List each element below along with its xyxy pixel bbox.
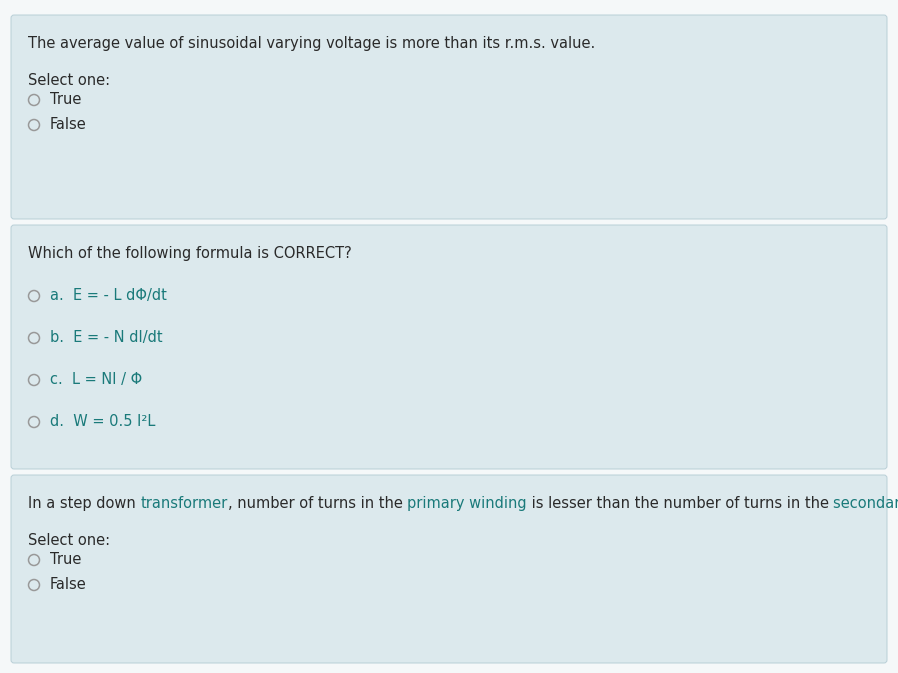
FancyBboxPatch shape — [11, 225, 887, 469]
Text: c.  L = NI / Φ: c. L = NI / Φ — [50, 372, 142, 387]
Text: True: True — [50, 552, 82, 567]
Text: Select one:: Select one: — [28, 533, 110, 548]
Text: In a step down: In a step down — [28, 496, 140, 511]
Text: False: False — [50, 117, 87, 132]
Text: False: False — [50, 577, 87, 592]
Text: The average value of sinusoidal varying voltage is more than its r.m.s. value.: The average value of sinusoidal varying … — [28, 36, 595, 51]
Text: , number of turns in the: , number of turns in the — [227, 496, 407, 511]
Text: primary winding: primary winding — [407, 496, 527, 511]
Text: True: True — [50, 92, 82, 107]
Text: Which of the following formula is CORRECT?: Which of the following formula is CORREC… — [28, 246, 352, 261]
Text: secondary winding: secondary winding — [833, 496, 898, 511]
Text: Select one:: Select one: — [28, 73, 110, 88]
Text: a.  E = - L dΦ/dt: a. E = - L dΦ/dt — [50, 288, 167, 303]
Text: b.  E = - N dI/dt: b. E = - N dI/dt — [50, 330, 163, 345]
Text: transformer: transformer — [140, 496, 227, 511]
FancyBboxPatch shape — [11, 15, 887, 219]
FancyBboxPatch shape — [11, 475, 887, 663]
Text: d.  W = 0.5 I²L: d. W = 0.5 I²L — [50, 414, 155, 429]
Text: is lesser than the number of turns in the: is lesser than the number of turns in th… — [527, 496, 833, 511]
